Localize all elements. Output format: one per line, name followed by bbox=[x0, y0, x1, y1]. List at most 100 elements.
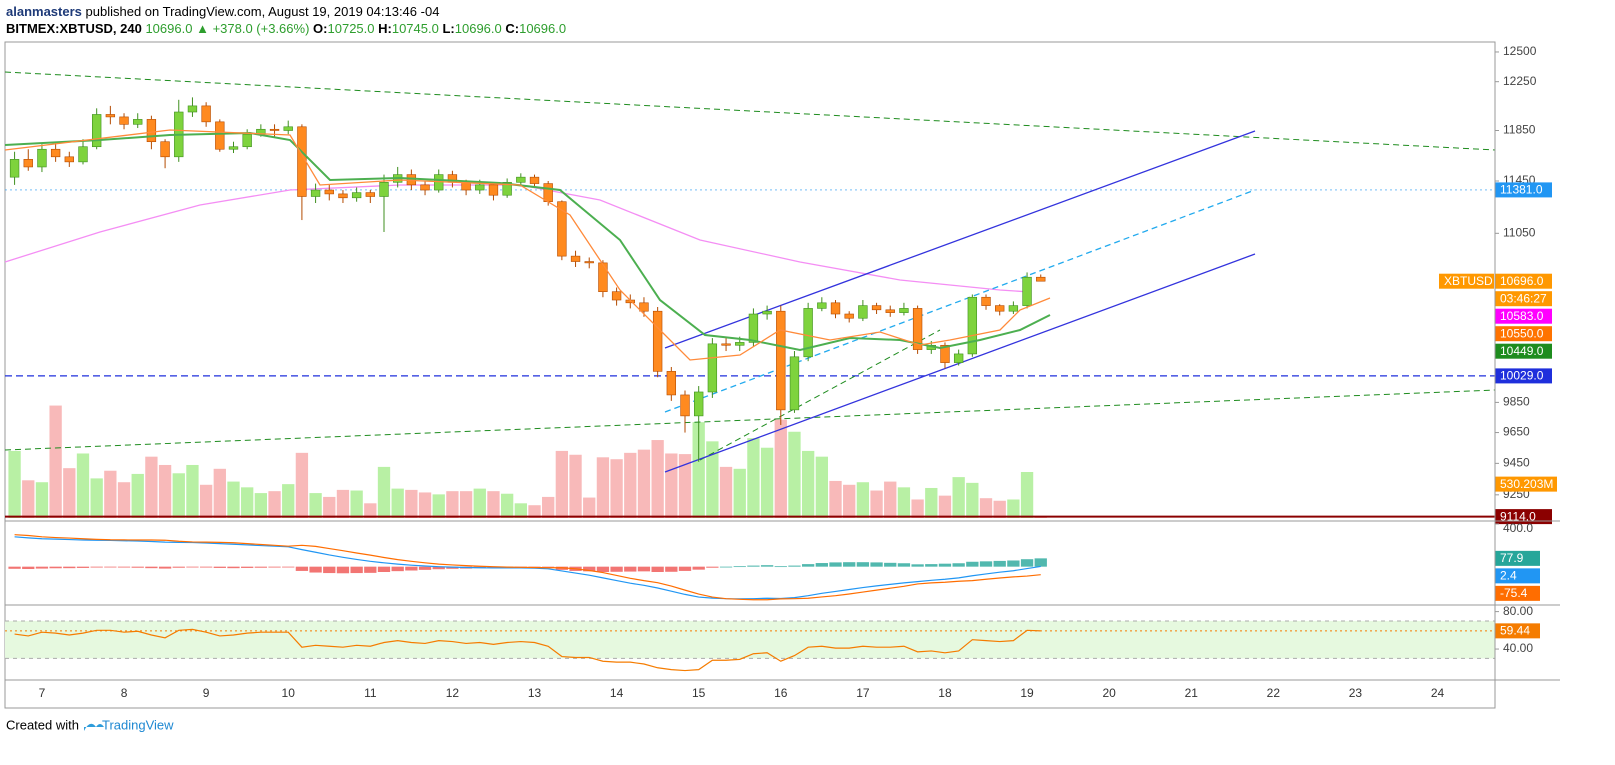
volume-bar bbox=[131, 473, 144, 518]
price-tag-label: 10550.0 bbox=[1500, 326, 1544, 340]
volume-bar bbox=[542, 496, 555, 518]
macd-histogram bbox=[856, 562, 870, 567]
x-tick-label: 7 bbox=[39, 686, 46, 700]
macd-tag-label: -75.4 bbox=[1500, 586, 1528, 600]
candle-body bbox=[666, 371, 677, 396]
rsi-tag-box bbox=[1495, 623, 1540, 639]
candle-body bbox=[735, 342, 745, 346]
macd-histogram bbox=[760, 565, 774, 567]
macd-histogram bbox=[63, 566, 76, 569]
candle-body bbox=[885, 309, 895, 313]
macd-histogram bbox=[487, 566, 500, 568]
symbol-tag: XBTUSD bbox=[1439, 273, 1494, 289]
volume-bar bbox=[596, 457, 610, 518]
moving-average bbox=[4, 184, 1031, 293]
author[interactable]: alanmasters bbox=[6, 4, 82, 19]
volume-bar bbox=[706, 441, 719, 518]
macd-histogram bbox=[911, 564, 924, 567]
y-tick-label: 11050 bbox=[1503, 225, 1536, 239]
macd-tag: 77.9 bbox=[1495, 550, 1540, 566]
volume-bar bbox=[459, 491, 473, 518]
candle-body bbox=[502, 181, 512, 196]
volume-bar bbox=[22, 480, 35, 518]
volume-bar bbox=[774, 419, 787, 518]
candle-body bbox=[78, 146, 88, 163]
volume-bar bbox=[555, 450, 569, 518]
x-tick-label: 11 bbox=[364, 686, 377, 700]
candle-body bbox=[803, 308, 813, 358]
macd-histogram bbox=[651, 566, 664, 572]
candle-body bbox=[1036, 276, 1046, 282]
volume-bar bbox=[843, 484, 856, 518]
candle-body bbox=[912, 308, 923, 350]
volume-bar bbox=[49, 405, 62, 518]
price-tag-box bbox=[1495, 326, 1552, 342]
volume-bar bbox=[172, 473, 185, 518]
price-tag-box bbox=[1495, 368, 1552, 384]
candle-body bbox=[995, 305, 1005, 312]
macd-histogram bbox=[405, 566, 418, 571]
candle-body bbox=[242, 133, 252, 148]
x-tick-label: 18 bbox=[938, 686, 952, 700]
candle-body bbox=[160, 141, 170, 158]
volume-bar bbox=[801, 450, 815, 518]
volume-bar bbox=[117, 482, 131, 518]
volume-bar bbox=[377, 466, 391, 518]
volume-bar bbox=[897, 487, 911, 518]
ohlc-value: 10725.0 bbox=[327, 21, 375, 36]
volume-bar bbox=[637, 449, 651, 518]
volume-bar bbox=[925, 487, 938, 518]
volume-bar bbox=[241, 487, 254, 518]
macd-histogram bbox=[350, 566, 363, 574]
volume-bar bbox=[295, 452, 309, 518]
candle-body bbox=[830, 302, 841, 315]
price-tag-label: 10583.0 bbox=[1500, 309, 1544, 323]
candle-body bbox=[37, 148, 47, 168]
volume-bar bbox=[583, 497, 596, 518]
candle-body bbox=[570, 255, 581, 262]
countdown-tag-box bbox=[1495, 291, 1552, 307]
rsi-band bbox=[5, 620, 1495, 659]
candle-body bbox=[351, 192, 362, 199]
volume-bar bbox=[569, 454, 582, 518]
x-tick-label: 21 bbox=[1185, 686, 1199, 700]
candle-body bbox=[146, 119, 157, 143]
price-tag: 10449.0 bbox=[1495, 343, 1552, 359]
volume-bar bbox=[63, 468, 76, 518]
macd-histogram bbox=[733, 566, 746, 568]
macd-histogram bbox=[1034, 558, 1047, 567]
footer-brand[interactable]: TradingView bbox=[102, 717, 174, 732]
price-tag-box bbox=[1495, 273, 1552, 289]
rsi-tag: 59.44 bbox=[1495, 623, 1540, 639]
price-tag-label: 11381.0 bbox=[1500, 183, 1543, 197]
volume-bar bbox=[514, 503, 527, 518]
ohlc-value: 10745.0 bbox=[391, 21, 439, 36]
volume-bar bbox=[815, 456, 828, 518]
footer-prefix: Created with bbox=[6, 717, 79, 732]
background bbox=[5, 189, 1495, 659]
macd-histogram bbox=[843, 562, 856, 567]
volume-bar bbox=[309, 493, 322, 518]
y-tick-label: 400.0 bbox=[1503, 521, 1533, 535]
y-tick-label: 9850 bbox=[1503, 395, 1530, 409]
macd-histogram bbox=[788, 565, 801, 567]
volume-bar bbox=[391, 488, 404, 518]
candle-body bbox=[228, 146, 239, 150]
price-tag-box bbox=[1495, 509, 1552, 525]
macd-histogram bbox=[282, 566, 295, 568]
volume-bar bbox=[870, 490, 883, 518]
volume-bar bbox=[350, 490, 363, 518]
x-tick-label: 22 bbox=[1267, 686, 1281, 700]
candle-body bbox=[50, 148, 61, 158]
volume-bar bbox=[665, 453, 678, 518]
macd-histogram bbox=[706, 566, 719, 568]
candle-body bbox=[680, 394, 690, 417]
candle-body bbox=[639, 302, 649, 312]
macd-tag-box bbox=[1495, 568, 1540, 584]
candle-body bbox=[283, 126, 293, 131]
ohlc-value: 10696.0 bbox=[519, 21, 567, 36]
candle-body bbox=[817, 302, 827, 309]
y-tick-label: 9450 bbox=[1503, 456, 1530, 470]
volume-bar bbox=[186, 464, 199, 518]
macd-histogram bbox=[8, 566, 21, 569]
